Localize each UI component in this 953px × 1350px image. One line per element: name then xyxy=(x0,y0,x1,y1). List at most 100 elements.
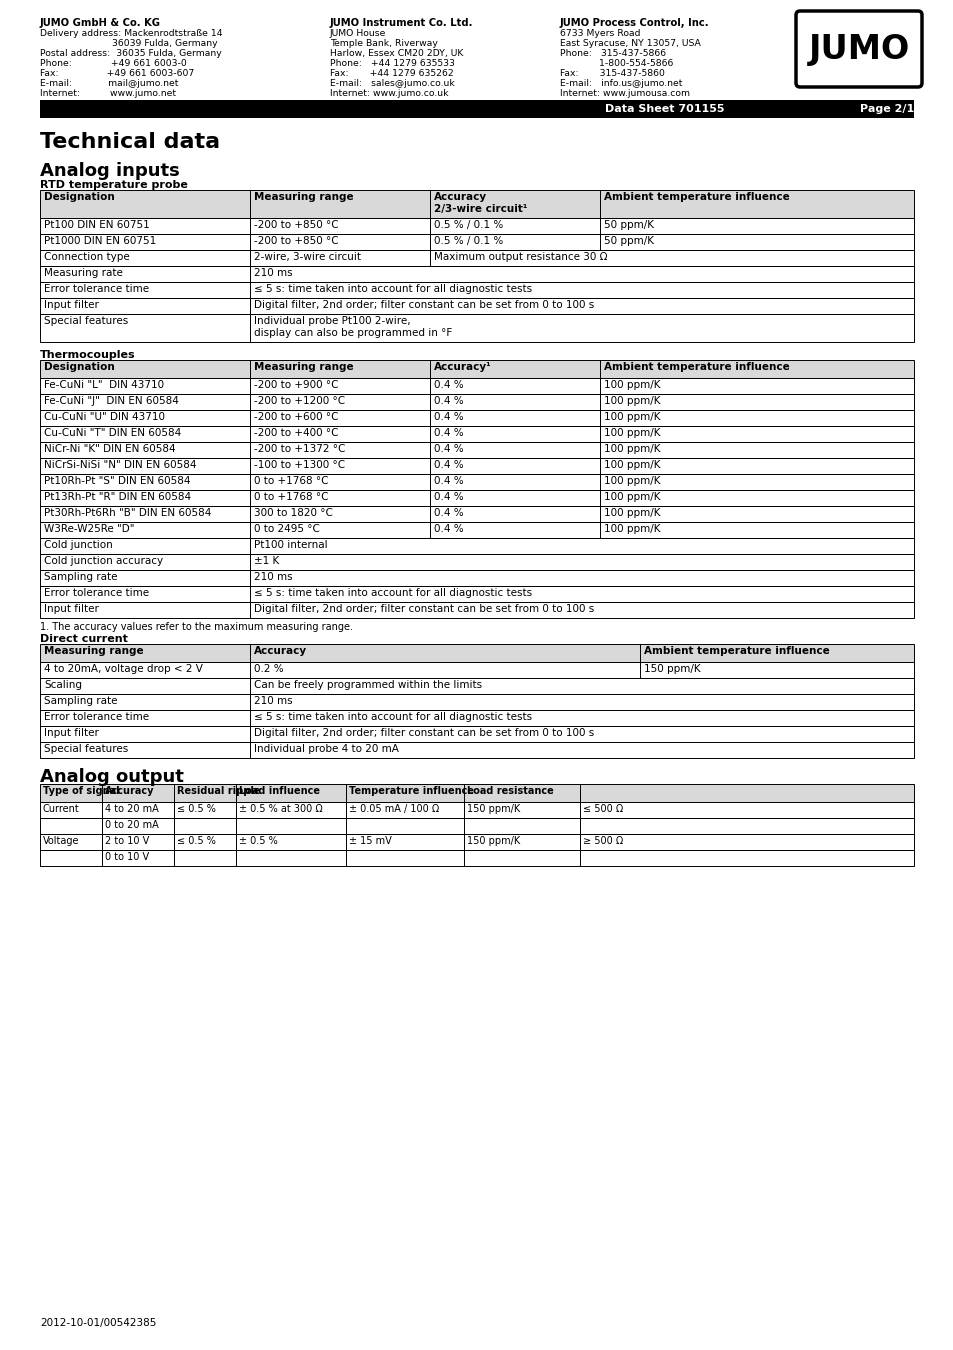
Text: ± 0.5 %: ± 0.5 % xyxy=(239,836,277,846)
Text: E-mail:   sales@jumo.co.uk: E-mail: sales@jumo.co.uk xyxy=(330,80,455,88)
Text: Pt100 internal: Pt100 internal xyxy=(253,540,327,549)
Text: Residual ripple: Residual ripple xyxy=(177,786,260,796)
Text: Type of signal: Type of signal xyxy=(43,786,119,796)
Text: Individual probe Pt100 2-wire,
display can also be programmed in °F: Individual probe Pt100 2-wire, display c… xyxy=(253,316,452,338)
Text: Direct current: Direct current xyxy=(40,634,128,644)
Text: 0.4 %: 0.4 % xyxy=(434,379,463,390)
Text: Delivery address: Mackenrodtstraße 14: Delivery address: Mackenrodtstraße 14 xyxy=(40,28,222,38)
Bar xyxy=(40,474,913,490)
Text: Thermocouples: Thermocouples xyxy=(40,350,135,360)
Text: 0.5 % / 0.1 %: 0.5 % / 0.1 % xyxy=(434,220,503,230)
Text: 2012-10-01/00542385: 2012-10-01/00542385 xyxy=(40,1318,156,1328)
Text: 300 to 1820 °C: 300 to 1820 °C xyxy=(253,508,333,518)
Text: Accuracy: Accuracy xyxy=(253,647,307,656)
Text: JUMO: JUMO xyxy=(807,32,908,66)
Bar xyxy=(40,394,913,410)
Text: 0 to 2495 °C: 0 to 2495 °C xyxy=(253,524,319,535)
Text: Ambient temperature influence: Ambient temperature influence xyxy=(603,192,789,202)
Text: Analog output: Analog output xyxy=(40,768,184,786)
Text: NiCr-Ni "K" DIN EN 60584: NiCr-Ni "K" DIN EN 60584 xyxy=(44,444,175,454)
Text: ≥ 500 Ω: ≥ 500 Ω xyxy=(582,836,622,846)
Text: Measuring range: Measuring range xyxy=(253,362,354,373)
Bar xyxy=(40,662,913,678)
Bar xyxy=(40,554,913,570)
Text: Error tolerance time: Error tolerance time xyxy=(44,589,149,598)
Bar xyxy=(40,315,913,342)
Text: Measuring rate: Measuring rate xyxy=(44,269,123,278)
Bar xyxy=(40,694,913,710)
Text: ≤ 5 s: time taken into account for all diagnostic tests: ≤ 5 s: time taken into account for all d… xyxy=(253,711,532,722)
Text: Maximum output resistance 30 Ω: Maximum output resistance 30 Ω xyxy=(434,252,607,262)
Text: 0.2 %: 0.2 % xyxy=(253,664,283,674)
Text: ≤ 0.5 %: ≤ 0.5 % xyxy=(177,805,215,814)
Text: Digital filter, 2nd order; filter constant can be set from 0 to 100 s: Digital filter, 2nd order; filter consta… xyxy=(253,300,594,310)
Text: JUMO Instrument Co. Ltd.: JUMO Instrument Co. Ltd. xyxy=(330,18,473,28)
Text: Fe-CuNi "J"  DIN EN 60584: Fe-CuNi "J" DIN EN 60584 xyxy=(44,396,179,406)
Text: 50 ppm/K: 50 ppm/K xyxy=(603,236,654,246)
Text: E-mail:   info.us@jumo.net: E-mail: info.us@jumo.net xyxy=(559,80,681,88)
Text: 0.4 %: 0.4 % xyxy=(434,460,463,470)
Text: Sampling rate: Sampling rate xyxy=(44,572,117,582)
Text: E-mail:            mail@jumo.net: E-mail: mail@jumo.net xyxy=(40,80,178,88)
Text: -200 to +850 °C: -200 to +850 °C xyxy=(253,236,338,246)
Text: ± 0.05 mA / 100 Ω: ± 0.05 mA / 100 Ω xyxy=(349,805,438,814)
Text: ≤ 500 Ω: ≤ 500 Ω xyxy=(582,805,622,814)
Text: 100 ppm/K: 100 ppm/K xyxy=(603,524,659,535)
Text: 100 ppm/K: 100 ppm/K xyxy=(603,412,659,423)
Text: Internet: www.jumousa.com: Internet: www.jumousa.com xyxy=(559,89,689,99)
Text: Postal address:  36035 Fulda, Germany: Postal address: 36035 Fulda, Germany xyxy=(40,49,221,58)
Text: ± 15 mV: ± 15 mV xyxy=(349,836,392,846)
Text: Digital filter, 2nd order; filter constant can be set from 0 to 100 s: Digital filter, 2nd order; filter consta… xyxy=(253,603,594,614)
Text: RTD temperature probe: RTD temperature probe xyxy=(40,180,188,190)
Text: 0.4 %: 0.4 % xyxy=(434,491,463,502)
Text: Accuracy: Accuracy xyxy=(105,786,154,796)
Text: East Syracuse, NY 13057, USA: East Syracuse, NY 13057, USA xyxy=(559,39,700,49)
Text: ≤ 0.5 %: ≤ 0.5 % xyxy=(177,836,215,846)
Text: Special features: Special features xyxy=(44,316,128,325)
Text: -200 to +900 °C: -200 to +900 °C xyxy=(253,379,338,390)
Text: 4 to 20mA, voltage drop < 2 V: 4 to 20mA, voltage drop < 2 V xyxy=(44,664,203,674)
Text: 0 to +1768 °C: 0 to +1768 °C xyxy=(253,491,328,502)
Text: 36039 Fulda, Germany: 36039 Fulda, Germany xyxy=(40,39,217,49)
Text: 0.4 %: 0.4 % xyxy=(434,444,463,454)
Text: Internet: www.jumo.co.uk: Internet: www.jumo.co.uk xyxy=(330,89,448,99)
Text: 210 ms: 210 ms xyxy=(253,269,293,278)
Text: Special features: Special features xyxy=(44,744,128,755)
Text: JUMO House: JUMO House xyxy=(330,28,386,38)
Text: -200 to +600 °C: -200 to +600 °C xyxy=(253,412,338,423)
Text: 0.4 %: 0.4 % xyxy=(434,524,463,535)
Text: 100 ppm/K: 100 ppm/K xyxy=(603,396,659,406)
Bar xyxy=(40,570,913,586)
Bar xyxy=(40,784,913,802)
Bar xyxy=(40,586,913,602)
Text: 0.4 %: 0.4 % xyxy=(434,477,463,486)
Text: Scaling: Scaling xyxy=(44,680,82,690)
Text: Can be freely programmed within the limits: Can be freely programmed within the limi… xyxy=(253,680,481,690)
Text: Temperature influence: Temperature influence xyxy=(349,786,474,796)
Text: 0 to 20 mA: 0 to 20 mA xyxy=(105,819,158,830)
Text: JUMO GmbH & Co. KG: JUMO GmbH & Co. KG xyxy=(40,18,161,28)
Bar xyxy=(40,458,913,474)
Bar xyxy=(40,522,913,539)
Text: ≤ 5 s: time taken into account for all diagnostic tests: ≤ 5 s: time taken into account for all d… xyxy=(253,284,532,294)
Text: 100 ppm/K: 100 ppm/K xyxy=(603,379,659,390)
Text: Page 2/16: Page 2/16 xyxy=(859,104,922,113)
Text: Ambient temperature influence: Ambient temperature influence xyxy=(643,647,829,656)
Bar xyxy=(40,743,913,757)
Text: Cold junction accuracy: Cold junction accuracy xyxy=(44,556,163,566)
Text: Input filter: Input filter xyxy=(44,603,99,614)
Text: 100 ppm/K: 100 ppm/K xyxy=(603,460,659,470)
Bar xyxy=(40,410,913,427)
Text: 100 ppm/K: 100 ppm/K xyxy=(603,508,659,518)
Text: Voltage: Voltage xyxy=(43,836,79,846)
Bar xyxy=(40,100,913,117)
Bar xyxy=(40,602,913,618)
Bar xyxy=(40,190,913,217)
Text: Sampling rate: Sampling rate xyxy=(44,697,117,706)
Bar xyxy=(40,282,913,298)
Text: 1. The accuracy values refer to the maximum measuring range.: 1. The accuracy values refer to the maxi… xyxy=(40,622,353,632)
Bar xyxy=(40,360,913,378)
Text: Phone:   +44 1279 635533: Phone: +44 1279 635533 xyxy=(330,59,455,68)
Text: Load resistance: Load resistance xyxy=(467,786,553,796)
Bar xyxy=(40,490,913,506)
